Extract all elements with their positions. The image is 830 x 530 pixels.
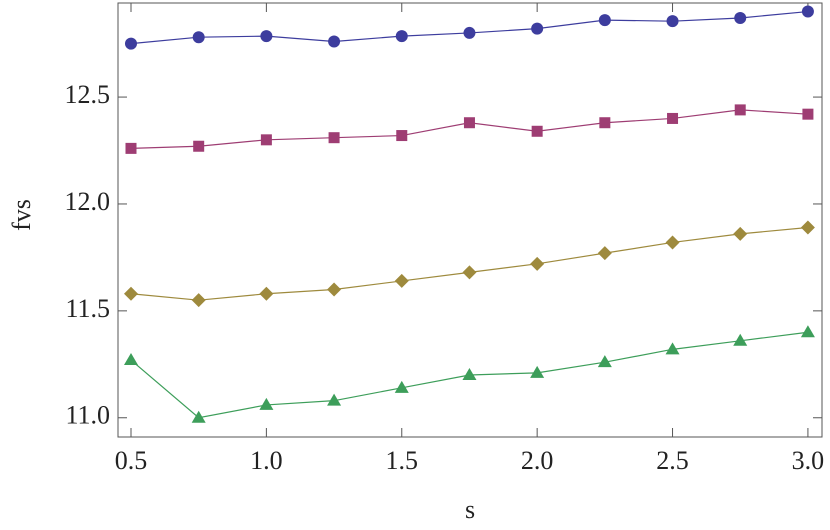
y-tick-label: 11.0 [65,401,110,430]
point [597,246,612,261]
point [328,35,341,48]
point [328,132,340,144]
point [259,286,274,301]
point [800,220,815,235]
x-tick-label: 1.5 [386,446,419,475]
x-tick-label: 0.5 [115,446,148,475]
point [665,342,680,355]
point [394,273,409,288]
point [800,325,815,338]
plot-frame [117,2,823,438]
x-tick-label: 3.0 [792,446,825,475]
point [259,397,274,410]
point [530,256,545,271]
point [192,31,205,44]
series-line [130,226,808,301]
point [123,286,138,301]
point [734,11,747,24]
point [531,125,543,137]
point [463,26,476,39]
y-axis-label: fvs [7,199,36,231]
point [530,365,545,378]
point [462,265,477,280]
point [463,117,475,129]
point [396,130,408,142]
point [665,235,680,250]
point [193,140,205,152]
point [801,5,814,18]
point [802,108,814,120]
point [598,14,611,27]
point [597,355,612,368]
point [124,37,137,50]
point [395,30,408,43]
x-tick-label: 2.0 [521,446,554,475]
point [733,333,748,346]
y-tick-label: 12.0 [65,187,111,216]
series-line [130,109,808,149]
x-tick-label: 2.5 [656,446,689,475]
x-axis-label: s [465,495,475,524]
point [260,134,272,146]
point [125,142,137,154]
point [123,353,138,366]
point [667,112,679,124]
point [327,282,342,297]
point [191,293,206,308]
point [394,380,409,393]
point [733,226,748,241]
point [666,15,679,28]
point [191,410,206,423]
y-tick-label: 12.5 [65,80,111,109]
point [327,393,342,406]
point [531,22,544,35]
y-tick-label: 11.5 [65,294,110,323]
point [260,30,273,43]
point [599,117,611,129]
point [734,104,746,116]
x-tick-label: 1.0 [250,446,283,475]
point [462,368,477,380]
